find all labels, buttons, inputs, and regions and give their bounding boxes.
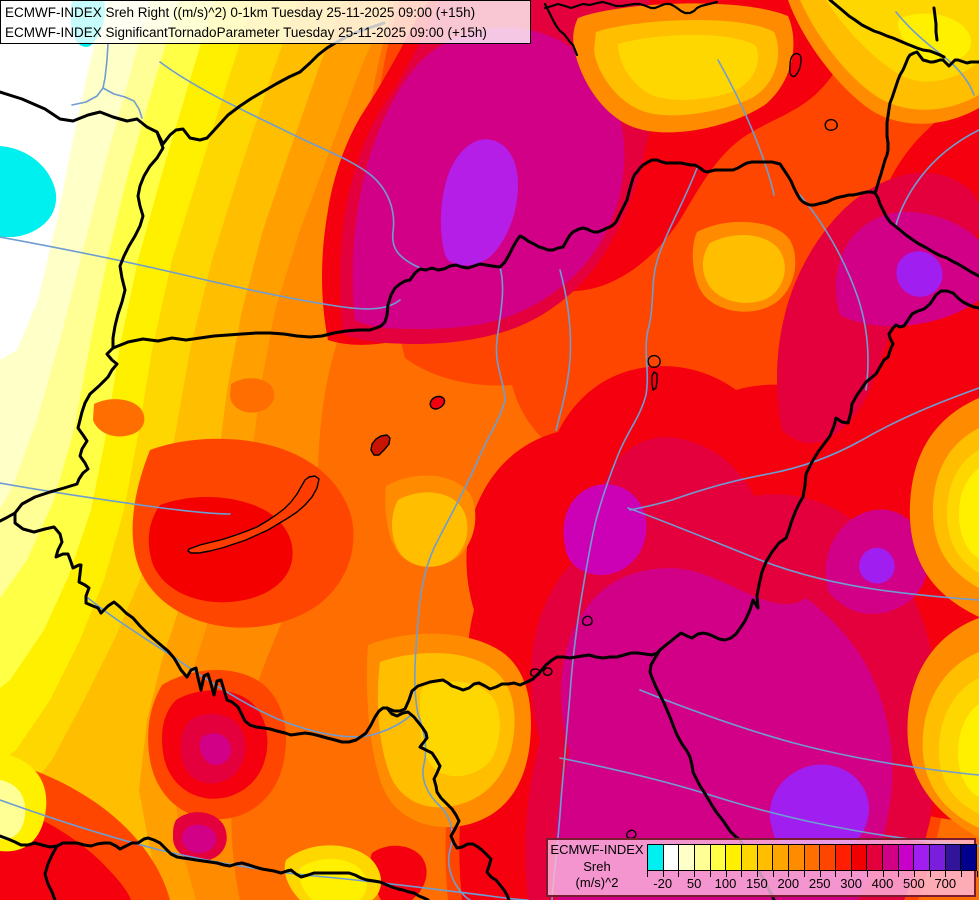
legend-tick-label: 100 [714,876,737,891]
legend-tick [804,871,805,877]
legend-product: ECMWF-INDEX [550,842,644,857]
legend-color-cell [804,845,821,870]
legend-color-cell [930,845,946,870]
legend-tick [961,871,962,877]
legend-color-cell [773,845,790,870]
legend-colorbar: -20 50 100 150 200 250 300 400 500 700 [647,844,978,894]
legend-tick [851,871,853,877]
map-title-box: ECMWF-INDEX Sreh Right ((m/s)^2) 0-1km T… [0,0,531,44]
legend-color-cell [663,845,680,870]
legend-color-cell [867,845,884,870]
legend-tick-label: 250 [808,876,831,891]
legend-tick [788,871,790,877]
legend-tick [741,871,743,877]
legend-parameter: Sreh [583,858,611,874]
legend-tick [945,871,947,877]
legend-tick-label: 400 [871,876,894,891]
legend-color-cell [742,845,758,870]
legend-tick-label: 700 [934,876,957,891]
legend-ticks [647,871,978,877]
legend-tick [835,871,837,877]
lake-velence [429,395,446,410]
legend-color-cell [914,845,931,870]
legend-color-cell [757,845,774,870]
legend-color-cell [945,845,962,870]
legend-tick [913,871,915,877]
legend-units: (m/s)^2 [575,875,619,890]
legend-color-cell [726,845,743,870]
legend-color-cell [695,845,711,870]
legend-color-cell [648,845,664,870]
title-line-1: ECMWF-INDEX Sreh Right ((m/s)^2) 0-1km T… [5,5,476,20]
legend-color-cells [647,844,977,871]
legend-tick-labels: -20 50 100 150 200 250 300 400 500 700 [647,876,977,892]
legend-title: ECMWF-INDEX Sreh (m/s)^2 [548,842,646,892]
legend-color-cell [883,845,899,870]
legend-tick-label: -20 [653,876,673,891]
legend-tick [694,871,696,877]
legend-tick [898,871,900,877]
legend-tick-label: 50 [686,876,702,891]
legend-color-cell [679,845,696,870]
legend-tick [647,871,648,877]
title-line-2: ECMWF-INDEX SignificantTornadoParameter … [5,24,487,40]
legend-tick-label: 200 [777,876,800,891]
lake-small-1 [370,434,391,456]
legend-tick-label: 300 [840,876,862,891]
lakes [187,52,838,839]
legend-tick [976,871,978,877]
legend-tick [756,871,758,877]
legend-tick [819,871,821,877]
legend-color-cell [789,845,805,870]
legend-tick [929,871,931,877]
legend-tick [882,871,884,877]
legend-color-cell [710,845,727,870]
legend-tick [678,871,680,877]
legend-tick [709,871,711,877]
legend-color-cell [898,845,915,870]
legend-color-cell [836,845,852,870]
lake-balaton [187,475,320,554]
legend-tick-label: 150 [746,876,768,891]
legend-color-cell [961,845,977,870]
legend-box: ECMWF-INDEX Sreh (m/s)^2 -20 50 100 150 200 2… [546,838,978,897]
legend-tick [662,871,664,877]
legend-tick [866,871,868,877]
legend-color-cell [851,845,868,870]
legend-tick [772,871,774,877]
legend-tick-label: 500 [903,876,925,891]
legend-tick [725,871,727,877]
legend-color-cell [820,845,837,870]
